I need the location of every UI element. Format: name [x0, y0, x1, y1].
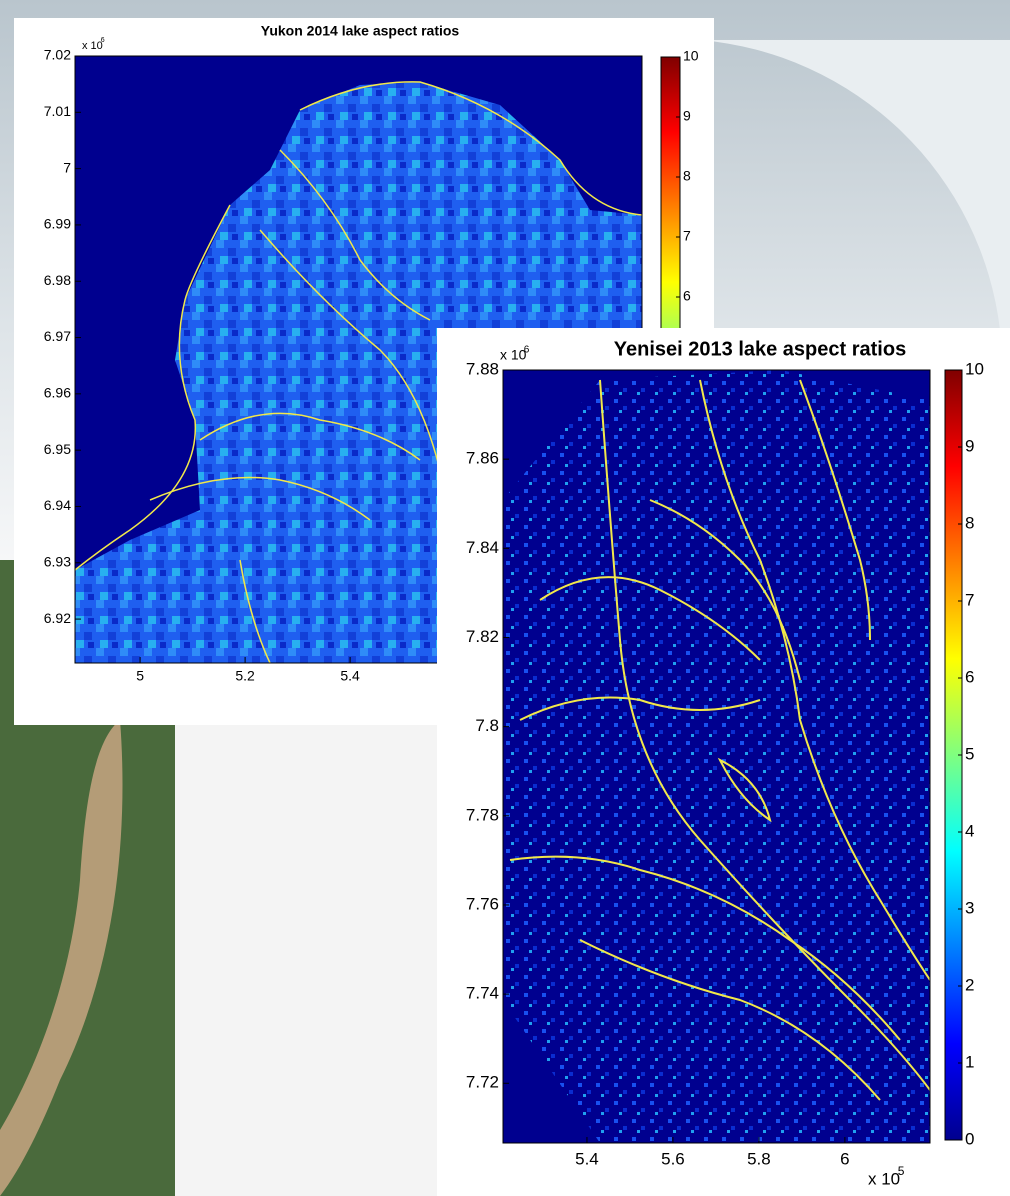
colorbar-tick-label: 6	[965, 667, 974, 686]
y-tick-label: 6.95	[44, 441, 71, 457]
river-outlines	[509, 379, 930, 1101]
x-tick-label: 5.8	[747, 1149, 771, 1168]
y-tick-label: 6.93	[44, 553, 71, 569]
x-tick-label: 5.6	[661, 1149, 685, 1168]
y-tick-label: 7.8	[475, 716, 499, 735]
colorbar-tick-label: 7	[965, 590, 974, 609]
river	[0, 720, 123, 1196]
y-tick-label: 6.92	[44, 610, 71, 626]
colorbar-tick-label: 5	[965, 744, 974, 763]
colorbar-tick-label: 7	[683, 228, 691, 244]
y-tick-label: 7.82	[466, 627, 499, 646]
y-scale-exponent: 6	[524, 345, 530, 356]
colorbar-tick-label: 9	[683, 108, 691, 124]
chart-title: Yukon 2014 lake aspect ratios	[261, 23, 460, 39]
x-tick-label: 5.4	[575, 1149, 599, 1168]
x-tick-label: 5.2	[235, 668, 255, 684]
y-tick-label: 6.99	[44, 216, 71, 232]
colorbar-tick-label: 1	[965, 1052, 974, 1071]
y-tick-label: 7.78	[466, 805, 499, 824]
y-tick-label: 6.94	[44, 497, 71, 513]
y-tick-label: 7.74	[466, 984, 499, 1003]
y-tick-label: 6.96	[44, 385, 71, 401]
x-scale-exponent: 5	[898, 1164, 905, 1178]
y-tick-label: 7.84	[466, 538, 499, 557]
y-tick-label: 6.97	[44, 328, 71, 344]
y-tick-label: 7.88	[466, 359, 499, 378]
colorbar-tick-label: 10	[965, 359, 984, 378]
photo-arc	[700, 40, 1010, 330]
x-tick-label: 5.4	[340, 668, 360, 684]
y-scale-exponent: 6	[101, 37, 105, 44]
chart-title: Yenisei 2013 lake aspect ratios	[614, 338, 906, 360]
colorbar-tick-label: 2	[965, 975, 974, 994]
y-tick-label: 7.76	[466, 894, 499, 913]
x-scale-label: x 10	[868, 1169, 900, 1188]
yenisei-map	[503, 370, 930, 1143]
y-tick-label: 7.86	[466, 449, 499, 468]
plot-frame	[502, 369, 931, 1144]
y-tick-label: 6.98	[44, 272, 71, 288]
colorbar-tick-label: 8	[965, 513, 974, 532]
colorbar-tick-label: 8	[683, 168, 691, 184]
colorbar-tick-label: 4	[965, 821, 974, 840]
y-scale-label: x 10	[82, 40, 103, 52]
y-tick-label: 7.02	[44, 47, 71, 63]
y-tick-label: 7.01	[44, 103, 71, 119]
lake-texture	[503, 370, 930, 1143]
y-scale-label: x 10	[500, 347, 527, 363]
y-tick-label: 7	[63, 159, 71, 175]
colorbar-tick-label: 10	[683, 48, 699, 64]
y-tick-label: 7.72	[466, 1073, 499, 1092]
colorbar-tick-label: 9	[965, 436, 974, 455]
colorbar-tick-label: 0	[965, 1129, 974, 1148]
colorbar-tick-label: 3	[965, 898, 974, 917]
x-tick-label: 6	[840, 1149, 849, 1168]
x-tick-label: 5	[136, 668, 144, 684]
colorbar-tick-label: 6	[683, 288, 691, 304]
